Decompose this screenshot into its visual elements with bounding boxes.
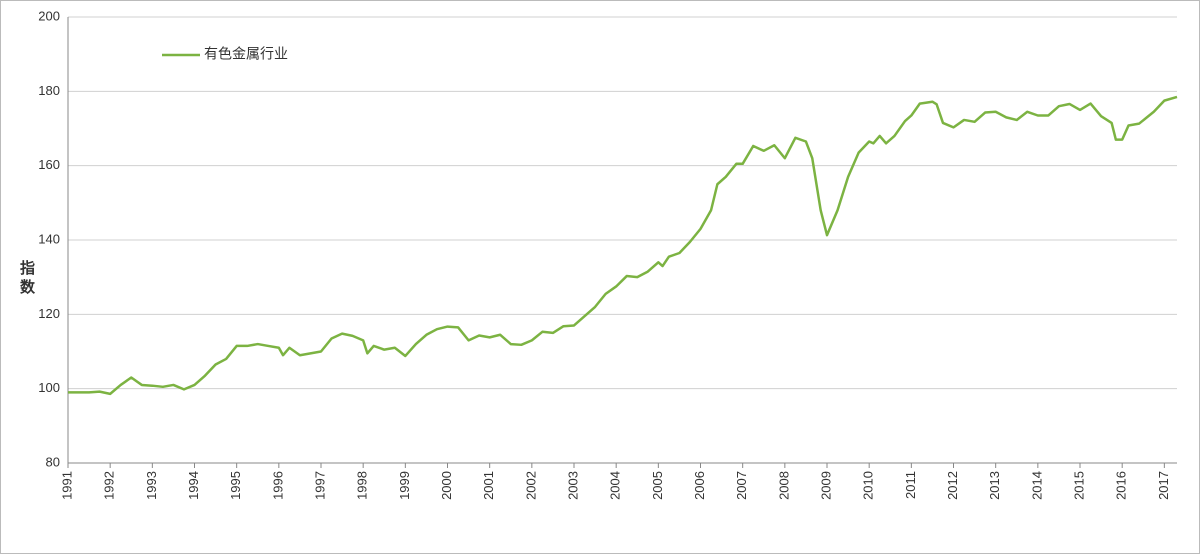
y-tick-label: 140 [38,231,60,246]
x-tick-label: 2004 [608,471,623,500]
x-tick-label: 2007 [734,471,749,500]
x-tick-label: 2011 [903,471,918,499]
x-tick-label: 1996 [270,471,285,500]
x-tick-label: 2016 [1114,471,1129,500]
y-tick-label: 100 [38,380,60,395]
x-tick-label: 2014 [1029,471,1044,500]
y-tick-label: 80 [46,454,60,469]
x-tick-label: 1994 [186,471,201,500]
x-tick-label: 1991 [59,471,74,500]
x-tick-label: 2013 [987,471,1002,500]
x-tick-label: 2000 [439,471,454,500]
x-tick-label: 2008 [776,471,791,500]
x-tick-label: 2012 [945,471,960,500]
x-tick-label: 2009 [818,471,833,500]
y-axis-label: 指数 [18,259,35,298]
x-tick-label: 2017 [1156,471,1171,500]
x-tick-label: 1993 [144,471,159,500]
x-tick-label: 2001 [481,471,496,500]
x-tick-label: 1992 [102,471,117,500]
x-tick-label: 1998 [355,471,370,500]
data-line [68,95,1178,396]
x-tick-label: 2005 [650,471,665,500]
x-tick-label: 2010 [861,471,876,500]
y-tick-label: 160 [38,157,60,172]
legend-label: 有色金属行业 [204,46,288,62]
x-tick-label: 2006 [692,471,707,500]
x-tick-label: 2015 [1071,471,1086,500]
y-tick-label: 180 [38,83,60,98]
x-tick-label: 1997 [312,471,327,500]
x-tick-label: 1995 [228,471,243,500]
y-tick-label: 200 [38,8,60,23]
x-tick-label: 1999 [397,471,412,500]
x-tick-label: 2003 [565,471,580,500]
y-tick-label: 120 [38,306,60,321]
x-tick-label: 2002 [523,471,538,500]
